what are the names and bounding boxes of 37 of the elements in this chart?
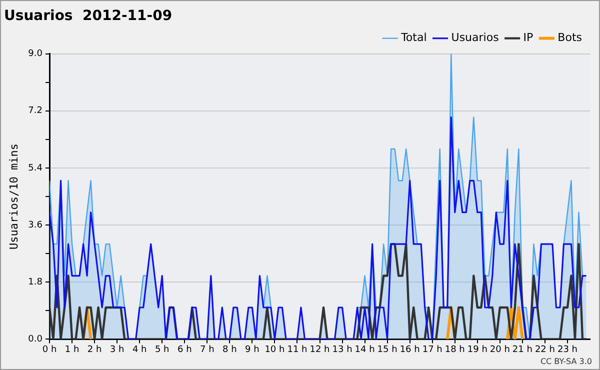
- x-tick-label: 20 h: [490, 344, 510, 355]
- x-tick-label: 1 h: [64, 344, 80, 355]
- x-tick-label: 3 h: [110, 344, 124, 355]
- y-tick-label: 1.8: [28, 277, 43, 288]
- legend-label: Total: [400, 31, 427, 44]
- x-tick-label: 8 h: [222, 344, 237, 355]
- y-tick-label: 7.2: [28, 106, 43, 116]
- x-tick-label: 9 h: [245, 344, 260, 355]
- x-tick-label: 21 h: [512, 344, 532, 355]
- x-tick-label: 23 h: [557, 344, 578, 355]
- legend-label: Usuarios: [451, 31, 500, 44]
- y-tick-label: 9.0: [28, 49, 43, 60]
- x-tick-label: 18 h: [444, 344, 465, 355]
- text: CC BY-SA 3.0: [540, 357, 592, 366]
- x-tick-label: 2 h: [87, 344, 102, 355]
- x-tick-label: 17 h: [422, 344, 442, 355]
- x-tick-label: 16 h: [400, 344, 420, 355]
- x-tick-label: 13 h: [332, 344, 352, 355]
- x-tick-label: 6 h: [177, 344, 192, 355]
- x-tick-label: 5 h: [154, 344, 170, 355]
- legend-label: Bots: [558, 31, 582, 44]
- x-tick-label: 10 h: [264, 344, 285, 355]
- y-axis-title: Usuarios/10 mins: [7, 144, 20, 250]
- x-tick-label: 15 h: [377, 344, 398, 355]
- x-tick-label: 7 h: [200, 344, 214, 355]
- x-tick-label: 14 h: [354, 344, 375, 355]
- x-tick-label: 19 h: [467, 344, 488, 355]
- x-tick-label: 0 h: [42, 344, 57, 355]
- x-tick-label: 11 h: [287, 344, 308, 355]
- x-tick-label: 4 h: [132, 344, 147, 355]
- chart-title: Usuarios 2012-11-09: [4, 8, 172, 24]
- legend-label: IP: [523, 31, 534, 44]
- x-tick-label: 22 h: [534, 344, 555, 355]
- y-tick-label: 5.4: [28, 163, 43, 174]
- x-tick-label: 12 h: [310, 344, 330, 355]
- y-tick-label: 3.6: [28, 220, 43, 230]
- y-tick-label: 0.0: [28, 334, 43, 345]
